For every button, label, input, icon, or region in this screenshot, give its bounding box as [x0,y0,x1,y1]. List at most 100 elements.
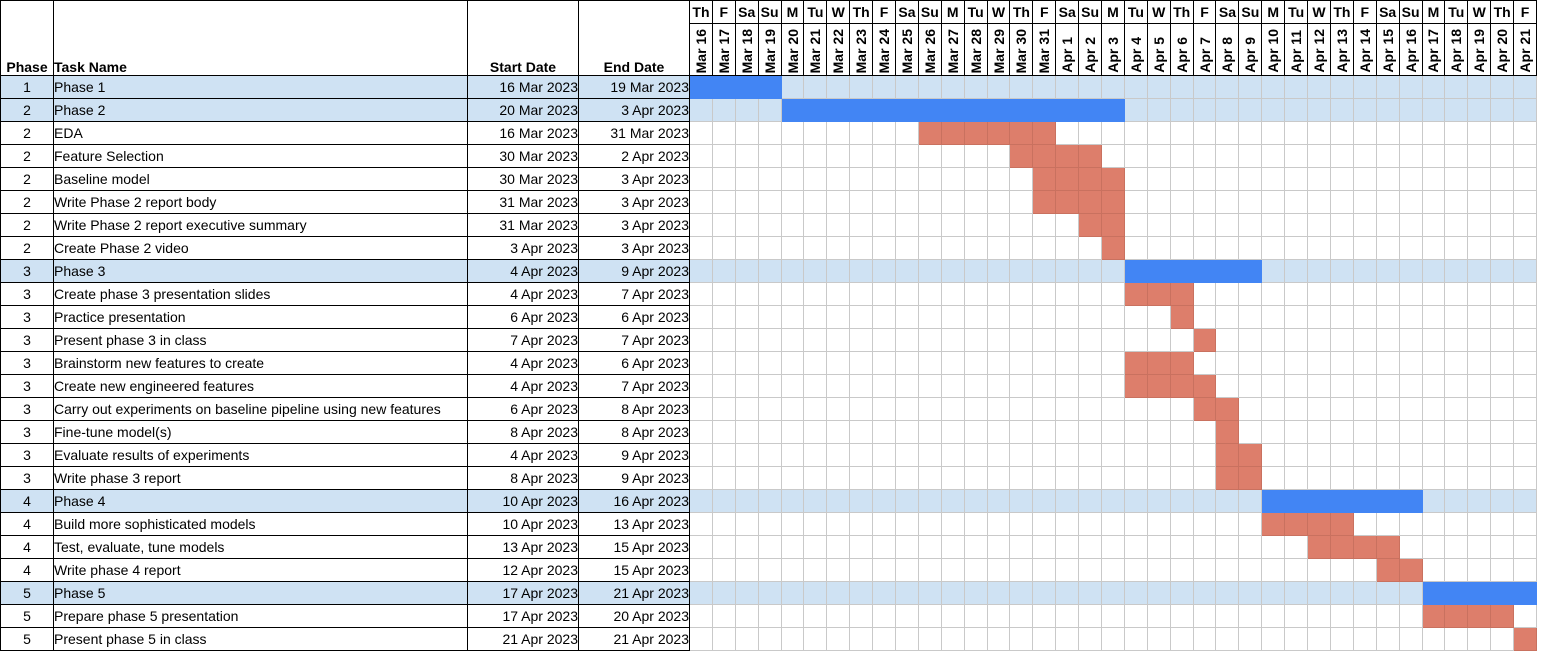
timeline-cell[interactable] [711,512,736,536]
timeline-cell[interactable] [711,627,736,651]
timeline-cell[interactable] [1375,75,1400,99]
timeline-cell[interactable] [986,627,1011,651]
timeline-cell[interactable] [734,328,759,352]
timeline-cell[interactable] [711,144,736,168]
cell-start-date[interactable]: 4 Apr 2023 [467,351,579,375]
timeline-cell[interactable] [1444,397,1469,421]
timeline-cell[interactable] [963,167,988,191]
timeline-cell[interactable] [895,512,919,536]
task-bar-cell[interactable] [1284,512,1309,536]
day-of-week-header[interactable]: W [1146,0,1171,24]
timeline-cell[interactable] [1078,558,1103,582]
timeline-cell[interactable] [1238,98,1263,122]
timeline-cell[interactable] [1238,489,1263,513]
task-bar-cell[interactable] [1009,121,1034,145]
timeline-cell[interactable] [1101,282,1125,306]
timeline-cell[interactable] [1055,581,1080,605]
timeline-cell[interactable] [1467,121,1492,145]
timeline-cell[interactable] [711,121,736,145]
cell-end-date[interactable]: 7 Apr 2023 [578,328,690,352]
timeline-cell[interactable] [1169,558,1194,582]
timeline-cell[interactable] [1261,167,1286,191]
timeline-cell[interactable] [1307,167,1331,191]
timeline-cell[interactable] [757,98,782,122]
header-end-date[interactable]: End Date [578,0,690,76]
timeline-cell[interactable] [711,98,736,122]
date-header[interactable]: Apr 10 [1261,23,1286,76]
task-bar-cell[interactable] [1398,558,1423,582]
timeline-cell[interactable] [1352,466,1377,490]
timeline-cell[interactable] [826,443,851,467]
timeline-cell[interactable] [917,236,942,260]
timeline-cell[interactable] [1032,535,1057,559]
day-of-week-header[interactable]: F [711,0,736,24]
timeline-cell[interactable] [803,558,828,582]
date-header[interactable]: Apr 17 [1421,23,1446,76]
timeline-cell[interactable] [1513,535,1537,559]
timeline-cell[interactable] [1261,604,1286,628]
timeline-cell[interactable] [1375,627,1400,651]
phase-bar-cell[interactable] [1352,489,1377,513]
timeline-cell[interactable] [734,397,759,421]
timeline-cell[interactable] [757,190,782,214]
timeline-cell[interactable] [1146,466,1171,490]
timeline-cell[interactable] [963,144,988,168]
day-of-week-header[interactable]: Su [917,0,942,24]
date-header[interactable]: Mar 25 [895,23,919,76]
date-header[interactable]: Apr 1 [1055,23,1080,76]
timeline-cell[interactable] [1490,98,1515,122]
timeline-cell[interactable] [872,397,897,421]
timeline-cell[interactable] [1101,351,1125,375]
timeline-cell[interactable] [1444,167,1469,191]
phase-bar-cell[interactable] [1307,489,1331,513]
timeline-cell[interactable] [986,75,1011,99]
cell-phase[interactable]: 5 [0,604,54,628]
timeline-cell[interactable] [872,213,897,237]
timeline-cell[interactable] [1444,121,1469,145]
timeline-cell[interactable] [1398,98,1423,122]
timeline-cell[interactable] [1078,581,1103,605]
timeline-cell[interactable] [963,512,988,536]
timeline-cell[interactable] [849,351,874,375]
timeline-cell[interactable] [1490,305,1515,329]
timeline-cell[interactable] [1490,121,1515,145]
timeline-cell[interactable] [1421,282,1446,306]
timeline-cell[interactable] [1238,351,1263,375]
timeline-cell[interactable] [1055,374,1080,398]
timeline-cell[interactable] [757,282,782,306]
timeline-cell[interactable] [1169,75,1194,99]
timeline-cell[interactable] [734,144,759,168]
cell-end-date[interactable]: 3 Apr 2023 [578,167,690,191]
timeline-cell[interactable] [803,144,828,168]
timeline-cell[interactable] [1421,328,1446,352]
timeline-cell[interactable] [1146,144,1171,168]
timeline-cell[interactable] [872,489,897,513]
timeline-cell[interactable] [1215,581,1240,605]
timeline-cell[interactable] [1421,489,1446,513]
phase-bar-cell[interactable] [940,98,965,122]
timeline-cell[interactable] [803,259,828,283]
timeline-cell[interactable] [1101,581,1125,605]
timeline-cell[interactable] [895,466,919,490]
timeline-cell[interactable] [689,374,713,398]
timeline-cell[interactable] [1009,397,1034,421]
timeline-cell[interactable] [1352,121,1377,145]
timeline-cell[interactable] [872,443,897,467]
timeline-cell[interactable] [1352,75,1377,99]
date-header[interactable]: Apr 14 [1352,23,1377,76]
timeline-cell[interactable] [1513,167,1537,191]
timeline-cell[interactable] [689,443,713,467]
timeline-cell[interactable] [803,627,828,651]
timeline-cell[interactable] [757,236,782,260]
timeline-cell[interactable] [1146,581,1171,605]
timeline-cell[interactable] [1421,98,1446,122]
timeline-cell[interactable] [1490,259,1515,283]
timeline-cell[interactable] [1078,420,1103,444]
timeline-cell[interactable] [1215,75,1240,99]
timeline-cell[interactable] [1329,627,1354,651]
timeline-cell[interactable] [986,420,1011,444]
timeline-cell[interactable] [1055,121,1080,145]
timeline-cell[interactable] [689,282,713,306]
cell-phase[interactable]: 4 [0,558,54,582]
timeline-cell[interactable] [872,144,897,168]
